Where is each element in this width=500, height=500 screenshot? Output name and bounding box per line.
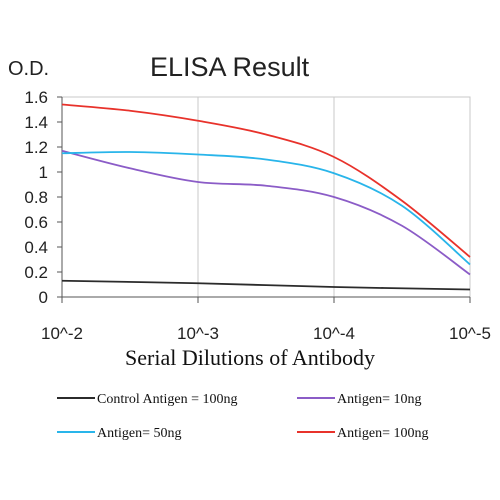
plot-frame [61,96,471,298]
legend-label: Antigen= 100ng [337,426,429,441]
y-tick-label: 0.8 [24,188,48,207]
legend-label: Control Antigen = 100ng [97,392,238,407]
series-line-3 [61,103,471,258]
legend-label: Antigen= 50ng [97,426,182,441]
x-tick-label: 10^-4 [313,324,355,343]
y-tick-label: 0.2 [24,263,48,282]
y-tick-label: 1 [39,163,48,182]
y-tick-label: 0.6 [24,213,48,232]
series-line-1 [61,149,471,276]
y-axis-label: O.D. [8,58,50,80]
x-tick-label: 10^-3 [177,324,219,343]
y-tick-label: 1.6 [24,88,48,107]
series-line-2 [61,151,471,266]
x-tick-label: 10^-5 [449,324,491,343]
x-axis-label: Serial Dilutions of Antibody [125,345,375,370]
chart-title: ELISA Result [150,52,310,82]
y-tick-label: 1.2 [24,138,48,157]
y-tick-label: 0 [39,288,48,307]
y-tick-label: 1.4 [24,113,48,132]
x-tick-label: 10^-2 [41,324,83,343]
series-line-0 [61,279,471,291]
legend-label: Antigen= 10ng [337,392,422,407]
y-tick-label: 0.4 [24,238,48,257]
